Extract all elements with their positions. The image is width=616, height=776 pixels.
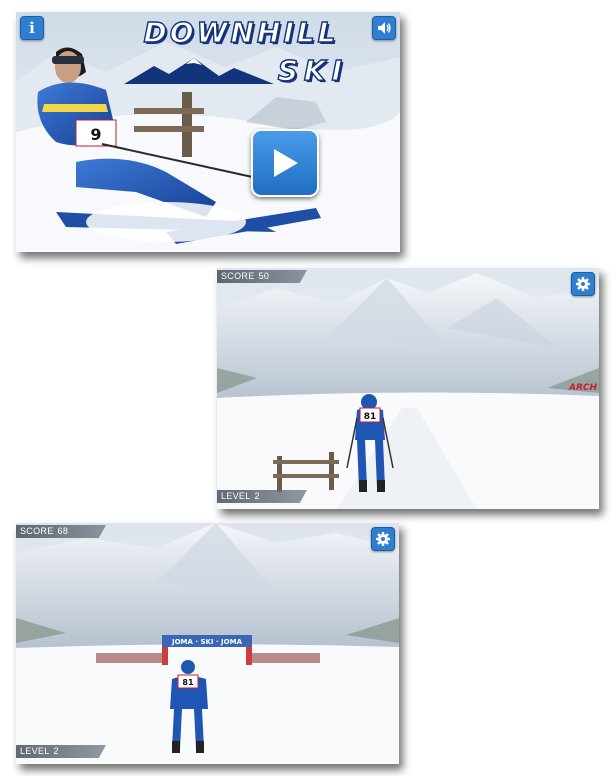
title-screen: 9 i DOWNHILL SKI [16,12,400,252]
score-value: 68 [57,526,69,536]
banner-text: ARCH [568,383,598,393]
level-label: LEVEL [20,746,50,756]
score-display: SCORE 68 [16,525,106,538]
level-value: 2 [254,491,260,501]
score-label: SCORE [221,271,255,281]
gameplay-screen-2: JOMA · SKI · JOMA 81 SCORE 68 LEVEL 2 [16,523,399,764]
info-button[interactable]: i [20,16,44,40]
gear-icon [576,277,590,291]
settings-button[interactable] [371,527,395,551]
mountain-logo-icon [124,58,274,84]
level-label: LEVEL [221,491,251,501]
speaker-icon [378,22,391,34]
score-label: SCORE [20,526,54,536]
logo-title-ski: SKI [277,53,348,87]
settings-button[interactable] [571,272,595,296]
level-display: LEVEL 2 [217,490,307,503]
level-value: 2 [53,746,59,756]
skier-bib-number: 81 [364,412,377,422]
score-value: 50 [258,271,270,281]
play-icon [274,149,298,177]
slope-background-1: ARCH 81 [217,268,599,509]
skier-bib-number: 9 [90,125,101,144]
game-logo: DOWNHILL SKI [116,15,366,88]
logo-title-downhill: DOWNHILL [143,15,339,49]
score-display: SCORE 50 [217,270,307,283]
gate-banner-text: JOMA · SKI · JOMA [171,638,243,646]
level-display: LEVEL 2 [16,745,106,758]
slope-background-2: JOMA · SKI · JOMA 81 [16,523,399,764]
info-icon: i [29,19,35,37]
sound-button[interactable] [372,16,396,40]
play-button[interactable] [251,129,319,197]
gear-icon [376,532,390,546]
skier-bib-number: 81 [182,678,194,687]
gameplay-screen-1: ARCH 81 SCORE 50 LEVEL 2 [217,268,599,509]
